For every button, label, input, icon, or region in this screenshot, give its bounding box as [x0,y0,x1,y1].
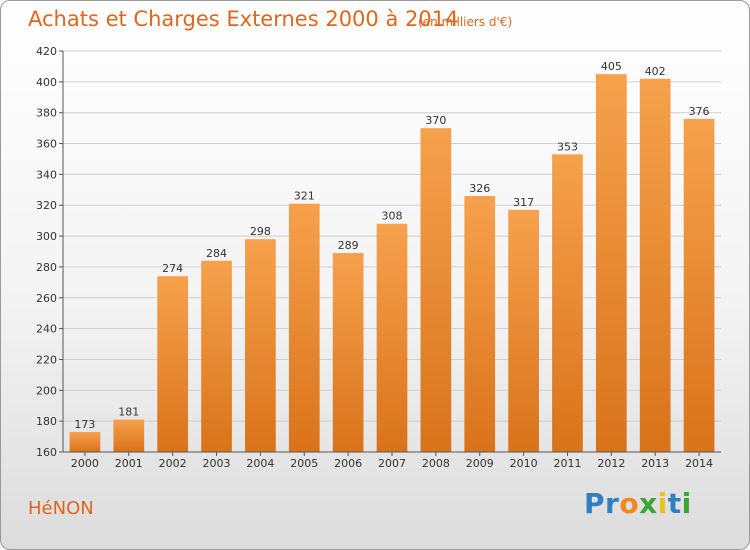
proxiti-logo[interactable]: Proxiti [584,487,692,520]
y-tick-label: 200 [36,384,57,397]
logo-letter: r [605,487,620,520]
y-tick-label: 260 [36,292,57,305]
commune-name: HéNON [28,498,94,519]
bar-value-label: 284 [206,247,227,260]
logo-letter: i [657,487,668,520]
bar-value-label: 376 [689,105,710,118]
bars: 173 181 274 284 298 321 289 308 370 326 317 353 405 4… [69,60,715,453]
x-tick-label: 2002 [159,457,187,470]
x-tick-label: 2007 [378,457,406,470]
bar-value-label: 321 [294,190,315,203]
x-tick-label: 2013 [641,457,669,470]
y-tick-label: 380 [36,107,57,120]
bar-value-label: 402 [645,65,666,78]
bar [420,128,452,452]
bar [332,253,364,452]
bar [113,419,145,452]
bar [683,118,715,452]
logo-letter: o [619,487,640,520]
bar-value-label: 353 [557,140,578,153]
logo-letter: t [667,487,682,520]
x-tick-label: 2008 [422,457,450,470]
bar-value-label: 326 [469,182,490,195]
x-tick-label: 2003 [203,457,231,470]
y-tick-label: 400 [36,76,57,89]
y-tick-label: 180 [36,415,57,428]
logo-letter: x [639,487,658,520]
bar [288,203,320,452]
bar-value-label: 370 [425,114,446,127]
axes: 160 180 200 220 240 260 280 300 320 340 360 380 400 4… [36,45,721,470]
y-tick-label: 340 [36,168,57,181]
y-tick-label: 320 [36,199,57,212]
bar [552,154,583,453]
y-tick-label: 240 [36,323,57,336]
bar [376,223,408,452]
bar [639,78,671,452]
x-tick-label: 2001 [115,457,143,470]
bar-value-label: 173 [74,418,95,431]
chart-subtitle: (en milliers d'€) [418,15,513,29]
logo-letter: i [681,487,692,520]
x-tick-label: 2010 [510,457,538,470]
bar-value-label: 405 [601,60,622,73]
y-tick-label: 300 [36,230,57,243]
bar [464,195,496,452]
bar [245,239,276,452]
x-tick-label: 2000 [71,457,99,470]
y-tick-label: 220 [36,353,57,366]
x-tick-label: 2006 [334,457,362,470]
bar [508,209,539,452]
bar [201,260,232,452]
y-tick-label: 280 [36,261,57,274]
bar-value-label: 289 [338,239,359,252]
x-tick-label: 2012 [597,457,625,470]
x-tick-label: 2004 [246,457,274,470]
y-tick-label: 160 [36,446,57,459]
x-tick-label: 2005 [290,457,318,470]
x-tick-label: 2014 [685,457,713,470]
bar [595,74,627,452]
bar-value-label: 298 [250,225,271,238]
x-tick-label: 2009 [466,457,494,470]
bar-value-label: 317 [513,196,534,209]
bar [157,276,189,452]
y-tick-label: 420 [36,45,57,58]
chart-title: Achats et Charges Externes 2000 à 2014 [28,7,459,31]
bar [69,431,101,452]
x-tick-label: 2011 [553,457,581,470]
bar-value-label: 181 [118,406,139,419]
bar-value-label: 308 [382,210,403,223]
bar-value-label: 274 [162,262,183,275]
y-tick-label: 360 [36,138,57,151]
logo-letter: P [584,487,606,520]
